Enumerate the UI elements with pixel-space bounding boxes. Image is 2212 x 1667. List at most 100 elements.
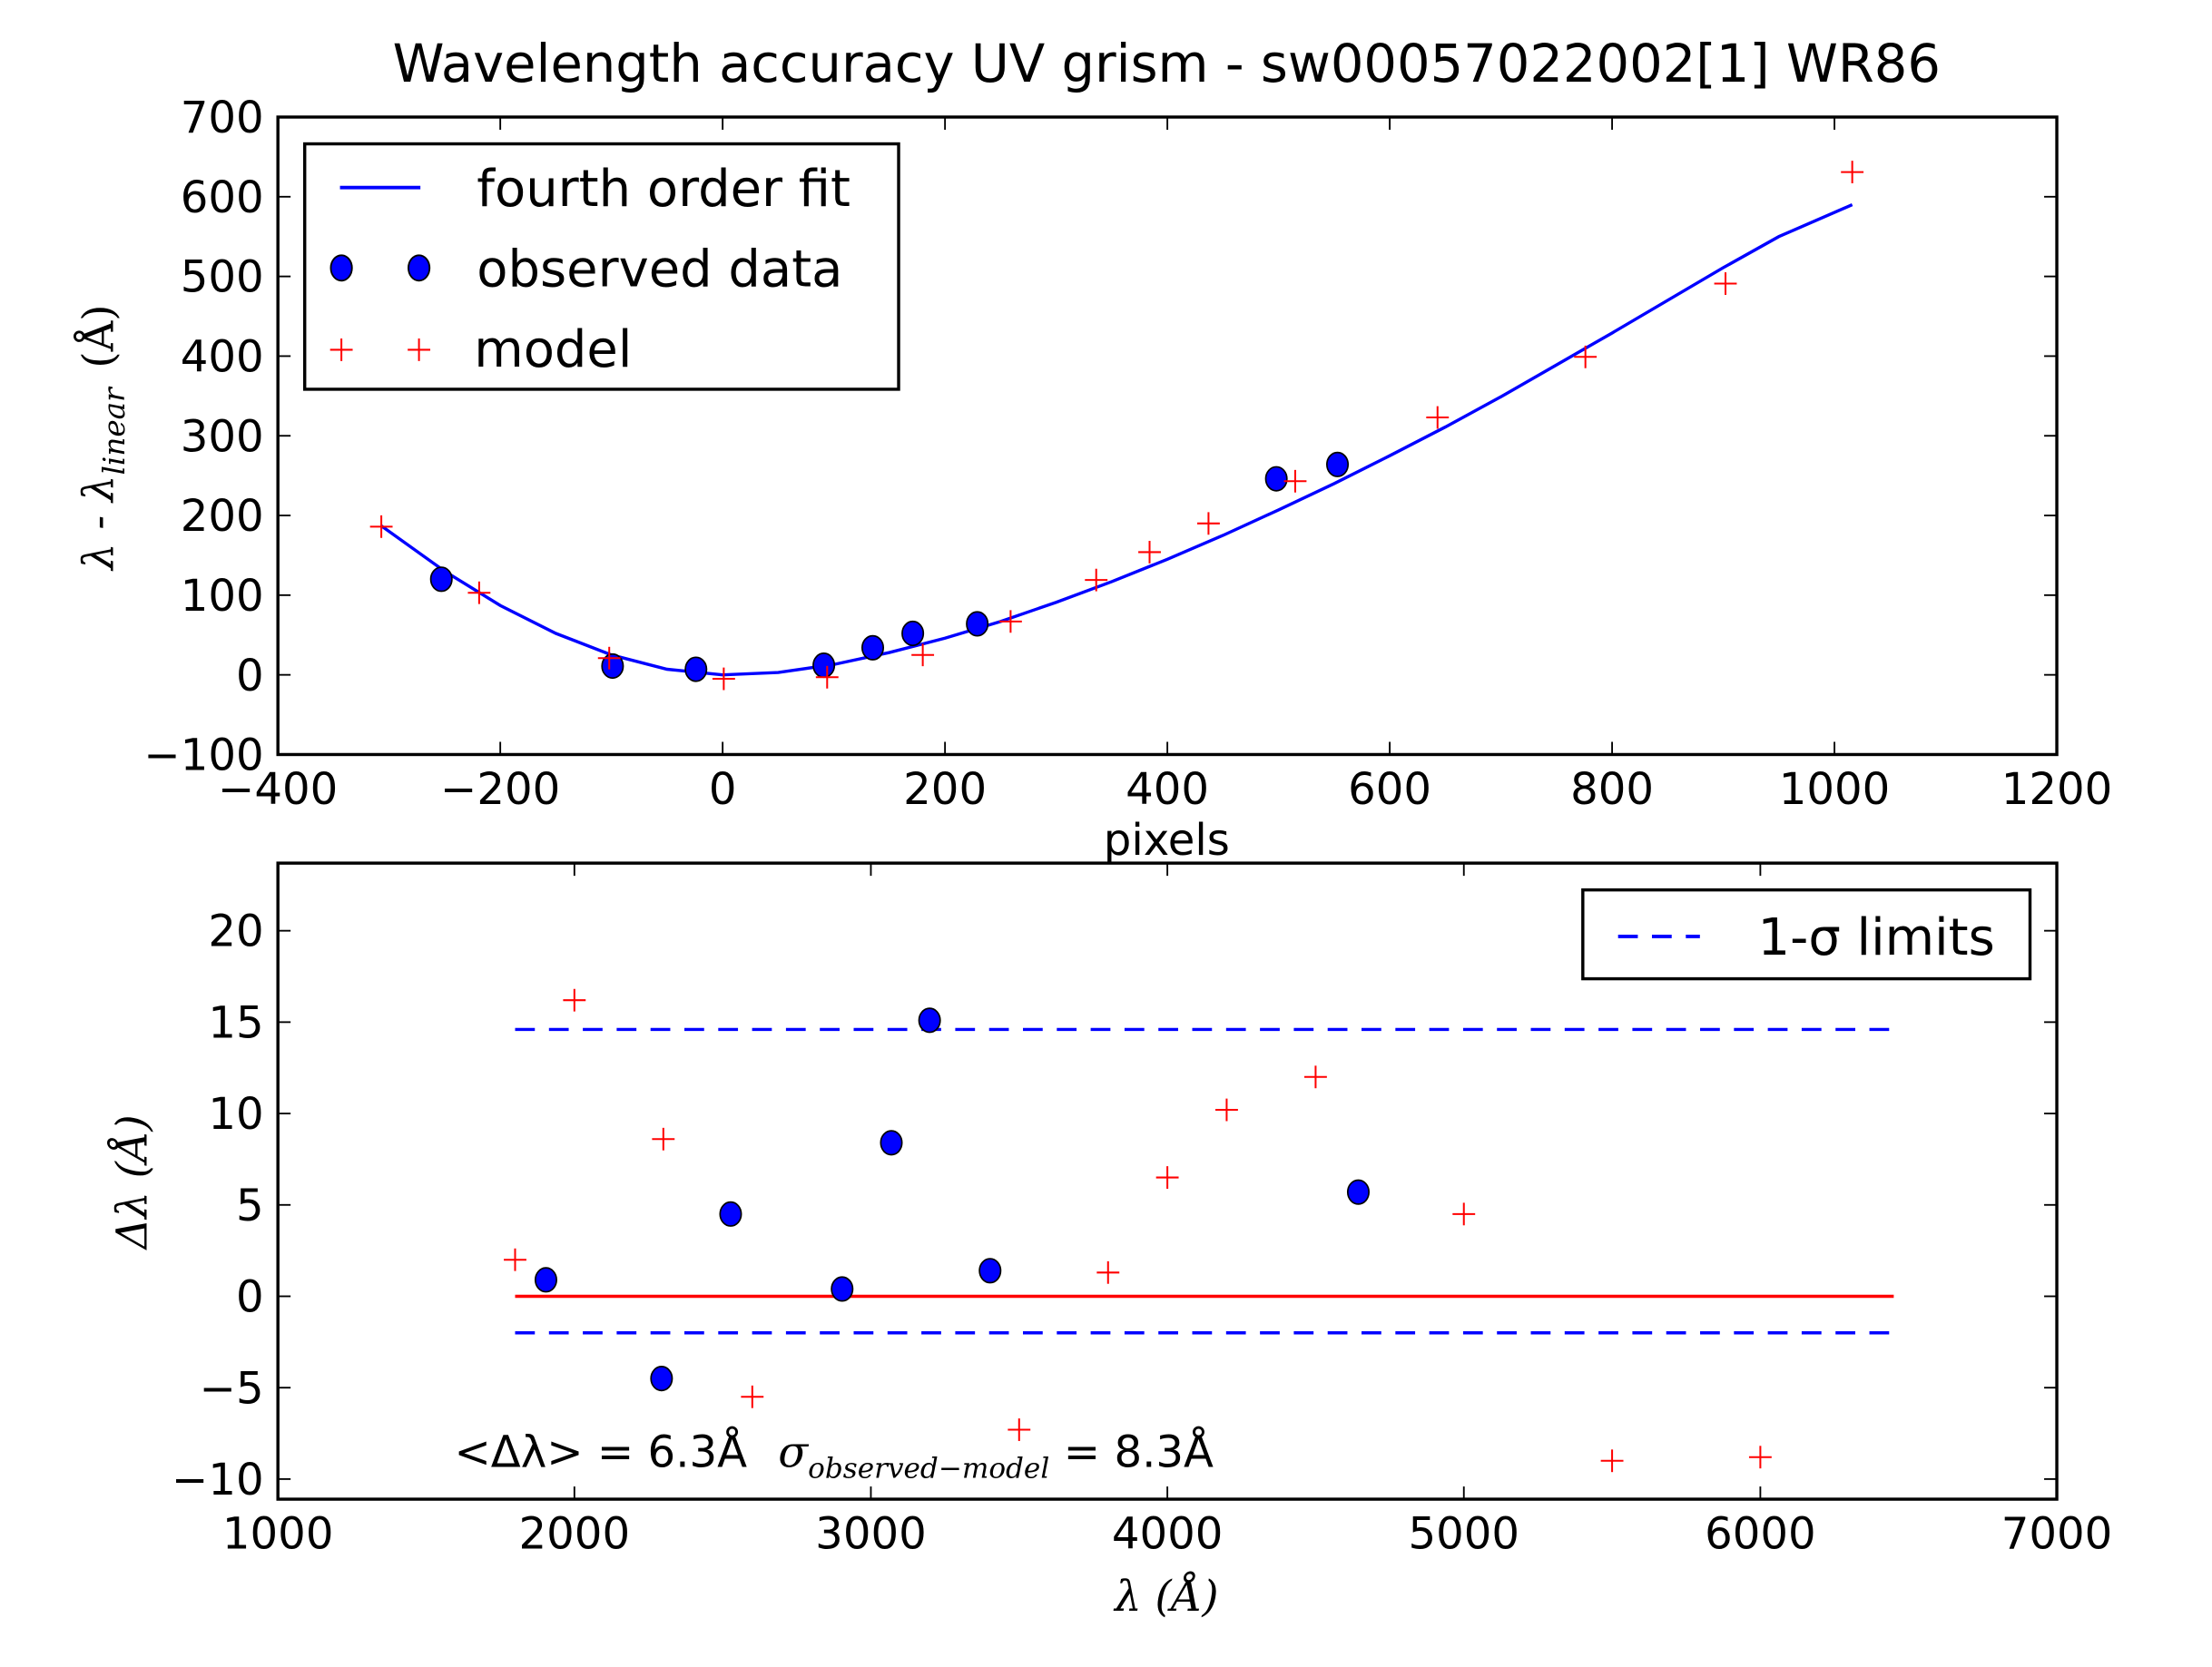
model-data-point: [1283, 469, 1307, 493]
model-data-point: [1215, 1098, 1238, 1122]
model-data-point: [1841, 161, 1864, 184]
y-tick-label: 200: [181, 491, 264, 542]
observed-data-point: [601, 652, 624, 680]
x-tick-label: 1000: [222, 1508, 334, 1559]
top-ticks: −400 −200 0 200 400 600 800 1000 1200 −100 0 100 200…: [143, 93, 2112, 815]
model-data-point: [1452, 1202, 1476, 1226]
y-tick-label: −100: [143, 731, 263, 781]
observed-data-point: [1346, 1179, 1370, 1205]
legend-observed-marker-icon: [329, 254, 353, 282]
model-data-point: [1096, 1260, 1120, 1284]
x-tick-label: 400: [1126, 764, 1209, 815]
observed-data-point: [860, 634, 885, 661]
model-data-point: [1196, 512, 1220, 535]
x-tick-label: 2000: [519, 1508, 631, 1559]
observed-data-point: [429, 566, 453, 593]
model-data-point: [1714, 272, 1737, 295]
top-ylabel-main: λ - λ: [74, 476, 123, 572]
top-legend-frame: [302, 142, 900, 391]
y-tick-label: 600: [181, 172, 264, 223]
x-tick-label: 1200: [2001, 764, 2113, 815]
top-y-axis-label: λ - λlinear (Å): [73, 305, 131, 572]
model-data-point: [911, 643, 935, 667]
legend-fit-label: fourth order fit: [477, 160, 850, 219]
bottom-ylabel: Δλ (Å): [107, 1114, 157, 1250]
y-tick-label: 0: [236, 651, 264, 701]
observed-data-point: [978, 1258, 1002, 1284]
model-data-point: [1155, 1166, 1179, 1190]
x-tick-label: 4000: [1112, 1508, 1224, 1559]
x-tick-label: 200: [903, 764, 987, 815]
fit-curve-line: [380, 203, 1853, 677]
observed-data-point: [901, 620, 925, 647]
y-tick-label: 100: [181, 571, 264, 622]
model-data-point: [998, 610, 1022, 633]
model-data-point: [369, 515, 393, 538]
x-tick-label: 3000: [815, 1508, 927, 1559]
legend-model-label: model: [474, 320, 632, 379]
y-tick-label: 500: [181, 252, 264, 303]
y-tick-label: 700: [181, 93, 264, 143]
observed-data-point: [831, 1276, 854, 1302]
stats-annotation: <Δλ> = 6.3Å σobserved−model = 8.3Å: [454, 1426, 1214, 1485]
observed-data-point: [534, 1267, 557, 1293]
y-tick-label: 10: [208, 1089, 263, 1140]
y-tick-label: −5: [200, 1363, 264, 1414]
sigma-subscript: observed−model: [808, 1453, 1049, 1486]
observed-data-point: [1264, 466, 1288, 492]
model-data-point: [1600, 1449, 1624, 1473]
top-x-axis-label: pixels: [1104, 815, 1230, 866]
legend-observed-marker-icon: [408, 254, 431, 282]
y-tick-label: 15: [208, 997, 263, 1048]
y-tick-label: 400: [181, 332, 264, 383]
x-tick-label: 7000: [2001, 1508, 2113, 1559]
svg-text:λ - λlinear(Å): λ - λlinear (Å): [73, 305, 131, 572]
bottom-legend-frame: [1581, 887, 2032, 981]
x-tick-label: 1000: [1779, 764, 1891, 815]
model-data-point: [504, 1248, 526, 1271]
observed-data-point: [684, 656, 708, 682]
bottom-ticks: 1000 2000 3000 4000 5000 6000 7000 −10 −5 0 5 10 15 2…: [172, 863, 2112, 1559]
y-tick-label: 20: [208, 907, 263, 957]
observed-data-point: [812, 652, 836, 679]
x-tick-label: −400: [218, 764, 338, 815]
legend-model-marker-icon: [329, 338, 431, 361]
bottom-legend: 1-σ limits: [1581, 887, 2032, 981]
legend-sigma-label: 1-σ limits: [1758, 908, 1995, 967]
x-tick-label: 6000: [1705, 1508, 1816, 1559]
sigma-symbol: σ: [778, 1427, 809, 1477]
model-data-point: [1008, 1418, 1031, 1441]
observed-data-point: [880, 1130, 903, 1156]
x-tick-label: 0: [709, 764, 737, 815]
y-tick-label: 300: [181, 411, 264, 462]
model-data-point: [597, 646, 621, 670]
top-legend: fourth order fit observed data model: [302, 142, 900, 391]
x-tick-label: 5000: [1408, 1508, 1519, 1559]
observed-data-point: [966, 611, 989, 637]
model-data-point: [652, 1127, 675, 1151]
bottom-panel: 1000 2000 3000 4000 5000 6000 7000 −10 −5 0 5 10 15 2…: [107, 861, 2112, 1621]
legend-observed-label: observed data: [477, 240, 842, 299]
bottom-plot-area: [504, 988, 1894, 1473]
mean-delta-annotation: <Δλ> = 6.3Å: [454, 1426, 747, 1477]
observed-data-point: [650, 1366, 673, 1392]
sigma-value: = 8.3Å: [1064, 1426, 1214, 1477]
top-ylabel-sub: linear: [97, 386, 132, 476]
top-panel: −400 −200 0 200 400 600 800 1000 1200 −100 0 100 200…: [73, 93, 2112, 866]
observed-data-point: [719, 1201, 742, 1227]
x-tick-label: 600: [1348, 764, 1431, 815]
y-tick-label: 5: [236, 1181, 264, 1231]
x-tick-label: −200: [440, 764, 560, 815]
model-data-point: [467, 581, 491, 604]
bottom-x-axis-label: λ (Å): [1113, 1571, 1218, 1621]
model-data-point: [1085, 568, 1108, 592]
observed-data-point: [918, 1007, 941, 1034]
model-data-point: [712, 667, 735, 691]
top-plot-area: [369, 161, 1864, 691]
model-data-point: [815, 665, 839, 689]
y-tick-label: −10: [172, 1455, 264, 1505]
model-data-point: [1426, 406, 1450, 429]
x-tick-label: 800: [1570, 764, 1654, 815]
model-data-point: [1138, 540, 1161, 564]
